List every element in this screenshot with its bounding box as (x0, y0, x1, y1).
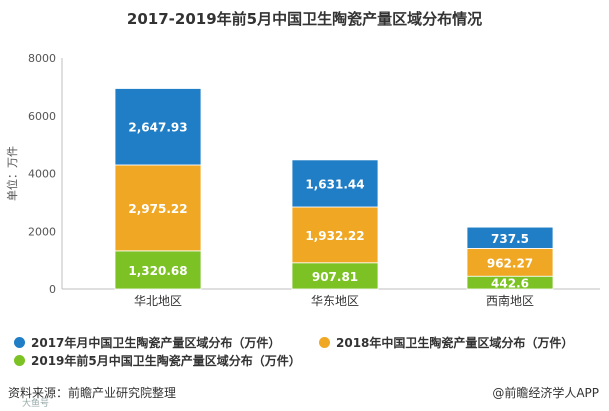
legend-label: 2018年中国卫生陶瓷产量区域分布（万件） (336, 336, 574, 350)
bar-segment (291, 159, 379, 208)
y-axis-label: 单位：万件 (5, 146, 19, 201)
data-label: 737.5 (491, 232, 529, 246)
data-label: 1,932.22 (305, 229, 364, 243)
y-tick-label: 0 (49, 283, 56, 296)
data-label: 2,647.93 (128, 121, 187, 135)
bar-segment (466, 226, 554, 249)
data-label: 2,975.22 (128, 202, 187, 216)
y-tick-label: 2000 (28, 225, 56, 238)
stacked-bar-chart: 0 2000 4000 6000 8000 单位：万件 1,320.68 2,975.22 2,… (5, 52, 600, 308)
x-tick-label: 华东地区 (311, 294, 359, 308)
data-label: 442.6 (491, 277, 529, 291)
legend-item-2019: 2019年前5月中国卫生陶瓷产量区域分布（万件） (14, 352, 301, 369)
legend-item-2018: 2018年中国卫生陶瓷产量区域分布（万件） (319, 334, 573, 351)
bar-segment (291, 206, 379, 264)
x-tick-label: 华北地区 (134, 294, 182, 308)
chart-title: 2017-2019年前5月中国卫生陶瓷产量区域分布情况 (126, 10, 483, 28)
bar-segment (291, 262, 379, 290)
legend-label: 2017年月中国卫生陶瓷产量区域分布（万件） (31, 336, 281, 350)
bar-segment (466, 248, 554, 277)
y-tick-label: 4000 (28, 168, 56, 181)
legend-swatch (14, 337, 25, 348)
bar-segment (114, 250, 202, 290)
legend-label: 2019年前5月中国卫生陶瓷产量区域分布（万件） (31, 354, 301, 368)
data-label: 1,631.44 (305, 177, 364, 191)
legend-swatch (319, 337, 330, 348)
data-label: 962.27 (487, 256, 533, 270)
y-tick-label: 6000 (28, 110, 56, 123)
data-label: 1,320.68 (128, 264, 187, 278)
x-tick-label: 西南地区 (486, 293, 534, 308)
legend-item-2017: 2017年月中国卫生陶瓷产量区域分布（万件） (14, 334, 280, 351)
source-note: 资料来源：前瞻产业研究院整理 (8, 386, 177, 400)
watermark: 大鱼号 (22, 399, 50, 409)
y-tick-label: 8000 (28, 52, 56, 65)
legend-swatch (14, 355, 25, 366)
bar-segment (114, 88, 202, 166)
data-label: 907.81 (312, 270, 358, 284)
brand-note: @前瞻经济学人APP (492, 386, 599, 400)
